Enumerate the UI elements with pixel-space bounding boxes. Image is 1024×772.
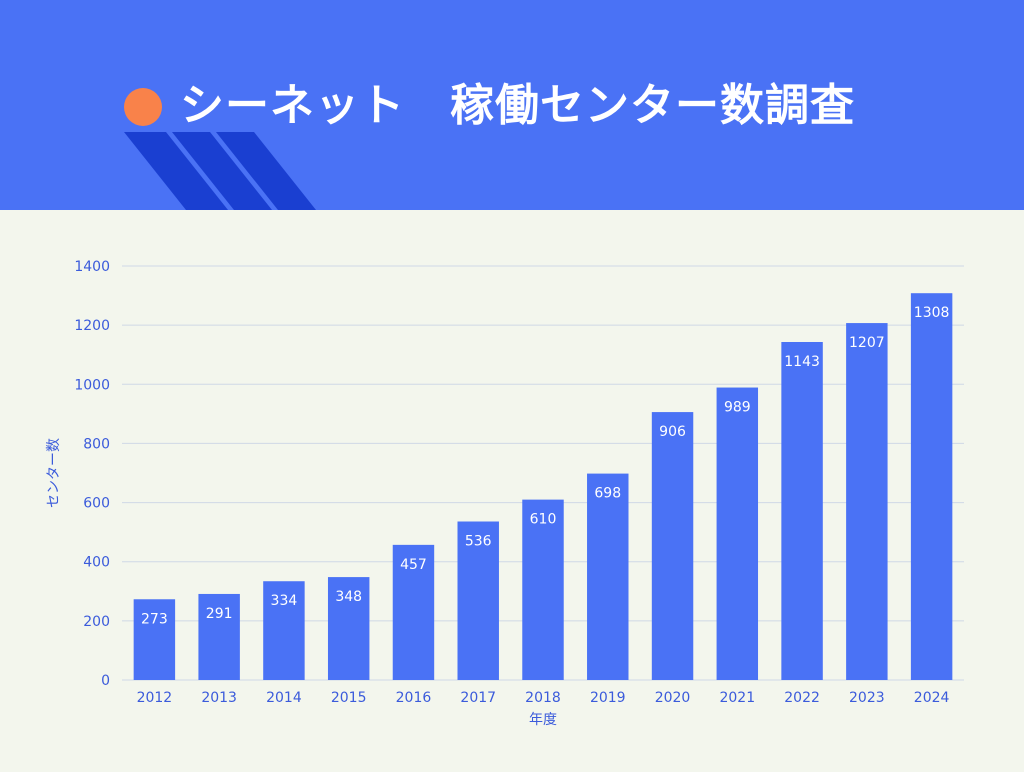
- bar: [716, 387, 759, 680]
- x-tick-label: 2020: [655, 690, 691, 706]
- y-tick-label: 800: [83, 436, 110, 452]
- bar: [198, 593, 240, 680]
- chart-svg: 0 200 400 600 800 1000 1200 1400 273 2012 291 2013 3…: [46, 259, 964, 728]
- x-tick-label: 2021: [719, 690, 755, 706]
- y-tick-label: 1400: [74, 259, 110, 275]
- y-tick-label: 1200: [74, 318, 110, 334]
- data-label: 1143: [784, 354, 820, 370]
- bar: [587, 473, 629, 680]
- bar: [263, 581, 305, 680]
- bar: [651, 412, 694, 680]
- bar: [327, 577, 370, 680]
- y-tick-label: 400: [83, 555, 110, 571]
- data-label: 989: [724, 400, 751, 416]
- stripe-2: [172, 132, 272, 210]
- data-label: 273: [141, 611, 168, 627]
- chart-area: 0 200 400 600 800 1000 1200 1400 273 2012 291 2013 3…: [0, 210, 1024, 768]
- data-label: 334: [271, 593, 298, 609]
- stripe-3: [216, 132, 316, 210]
- bar: [781, 341, 823, 680]
- x-tick-label: 2023: [849, 690, 885, 706]
- data-label: 698: [594, 486, 621, 502]
- data-label: 610: [530, 512, 557, 528]
- data-label: 1308: [914, 305, 950, 321]
- stripe-1: [124, 132, 228, 210]
- bar: [846, 323, 888, 680]
- header-banner: シーネット 稼働センター数調査: [0, 0, 1024, 210]
- x-tick-label: 2018: [525, 690, 561, 706]
- accent-dot-icon: [124, 88, 162, 126]
- page-title: シーネット 稼働センター数調査: [180, 80, 855, 131]
- y-tick-label: 0: [101, 673, 110, 689]
- x-tick-label: 2014: [266, 690, 302, 706]
- x-tick-label: 2015: [331, 690, 367, 706]
- x-tick-label: 2022: [784, 690, 820, 706]
- x-tick-label: 2013: [201, 690, 237, 706]
- x-tick-label: 2024: [914, 690, 950, 706]
- y-tick-label: 600: [83, 496, 110, 512]
- data-label: 906: [659, 424, 686, 440]
- x-tick-label: 2019: [590, 690, 626, 706]
- x-tick-label: 2016: [396, 690, 432, 706]
- bar-chart: 0 200 400 600 800 1000 1200 1400 273 2012 291 2013 3…: [0, 210, 1024, 772]
- bar: [133, 599, 176, 680]
- data-label: 457: [400, 557, 427, 573]
- bar: [522, 499, 564, 680]
- bar: [392, 544, 435, 680]
- decorative-stripes: [124, 132, 316, 210]
- x-tick-label: 2017: [460, 690, 496, 706]
- y-tick-label: 1000: [74, 377, 110, 393]
- data-label: 536: [465, 533, 492, 549]
- y-axis-title: センター数: [46, 438, 62, 508]
- data-label: 291: [206, 606, 233, 622]
- y-tick-label: 200: [83, 614, 110, 630]
- data-label: 1207: [849, 335, 885, 351]
- x-axis-title: 年度: [529, 712, 557, 728]
- bar: [910, 293, 953, 680]
- bar: [457, 521, 499, 680]
- x-tick-label: 2012: [137, 690, 173, 706]
- data-label: 348: [335, 589, 362, 605]
